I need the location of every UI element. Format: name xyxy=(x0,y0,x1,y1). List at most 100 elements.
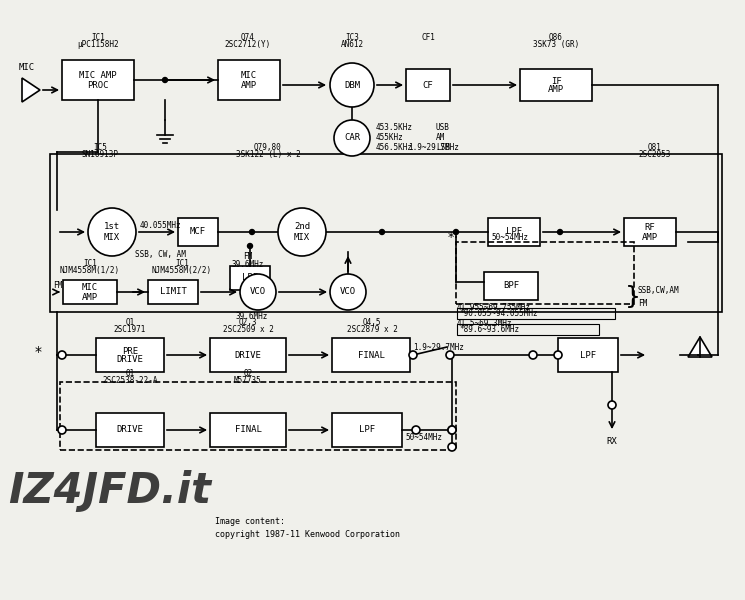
Text: 50~54MHz: 50~54MHz xyxy=(492,233,528,242)
Text: LPF: LPF xyxy=(506,227,522,236)
Text: LSB: LSB xyxy=(436,143,450,152)
Text: LIMIT: LIMIT xyxy=(159,287,186,296)
Text: 3SK73 (GR): 3SK73 (GR) xyxy=(533,40,579,49)
Text: μPC1158H2: μPC1158H2 xyxy=(77,40,118,49)
Bar xyxy=(332,338,410,372)
Bar xyxy=(230,266,270,290)
Bar xyxy=(488,218,540,246)
Text: Q1: Q1 xyxy=(125,369,135,378)
Bar xyxy=(60,382,456,450)
Text: Q4,5: Q4,5 xyxy=(363,318,381,327)
Circle shape xyxy=(446,351,454,359)
Text: MIC: MIC xyxy=(19,63,35,72)
Text: Q81: Q81 xyxy=(648,143,662,152)
Text: }: } xyxy=(625,285,641,309)
Text: LPF: LPF xyxy=(580,350,596,359)
Text: PRE: PRE xyxy=(122,346,138,355)
Circle shape xyxy=(379,229,384,235)
Circle shape xyxy=(247,244,253,248)
Bar xyxy=(520,69,592,101)
Text: Q2,3: Q2,3 xyxy=(238,318,257,327)
Circle shape xyxy=(554,351,562,359)
Bar xyxy=(210,413,286,447)
Text: 3SK122 (L) x 2: 3SK122 (L) x 2 xyxy=(235,150,300,159)
Circle shape xyxy=(557,229,562,235)
Text: DBM: DBM xyxy=(344,80,360,89)
Circle shape xyxy=(454,229,458,235)
Circle shape xyxy=(334,120,370,156)
Circle shape xyxy=(250,229,255,235)
Bar xyxy=(457,324,599,335)
Text: 2SC2053: 2SC2053 xyxy=(638,150,671,159)
Text: RX: RX xyxy=(606,437,618,446)
Bar xyxy=(457,308,615,319)
Text: FM: FM xyxy=(638,299,647,308)
Text: 39.6MHz: 39.6MHz xyxy=(236,312,268,321)
Text: FINAL: FINAL xyxy=(235,425,261,434)
Text: 40.055MHz: 40.055MHz xyxy=(140,220,182,229)
Text: DRIVE: DRIVE xyxy=(116,425,144,434)
Text: 41.5~69.3MHz: 41.5~69.3MHz xyxy=(457,319,513,329)
Text: MIC AMP: MIC AMP xyxy=(79,71,117,80)
Text: RF: RF xyxy=(644,223,656,232)
Text: *: * xyxy=(34,345,42,359)
Text: PROC: PROC xyxy=(87,80,109,89)
Text: CF1: CF1 xyxy=(421,33,435,42)
Text: FM: FM xyxy=(53,280,63,289)
Circle shape xyxy=(58,426,66,434)
Text: *: * xyxy=(448,230,454,244)
Text: Q74: Q74 xyxy=(241,33,255,42)
Text: M57735: M57735 xyxy=(234,376,262,385)
Text: AM: AM xyxy=(436,133,446,142)
Text: AMP: AMP xyxy=(241,80,257,89)
Text: AMP: AMP xyxy=(548,85,564,94)
Text: SN16913P: SN16913P xyxy=(81,150,118,159)
Text: AN612: AN612 xyxy=(340,40,364,49)
Circle shape xyxy=(330,274,366,310)
Text: 2SC2538-22-A: 2SC2538-22-A xyxy=(102,376,158,385)
Text: SSB, CW, AM: SSB, CW, AM xyxy=(135,251,186,259)
Circle shape xyxy=(162,77,168,82)
Bar xyxy=(484,272,538,300)
Circle shape xyxy=(58,351,66,359)
Circle shape xyxy=(448,426,456,434)
Bar xyxy=(178,218,218,246)
Text: Q2: Q2 xyxy=(244,369,253,378)
Text: CAR: CAR xyxy=(344,133,360,142)
Bar xyxy=(62,60,134,100)
Text: AMP: AMP xyxy=(82,292,98,301)
Text: 1st
MIX: 1st MIX xyxy=(104,222,120,242)
Bar xyxy=(210,338,286,372)
Text: NJM4558M(2/2): NJM4558M(2/2) xyxy=(152,266,212,275)
Text: Q79,80: Q79,80 xyxy=(254,143,282,152)
Bar xyxy=(558,338,618,372)
Circle shape xyxy=(409,351,417,359)
Text: 1.9~29.7MHz: 1.9~29.7MHz xyxy=(408,143,459,152)
Bar xyxy=(624,218,676,246)
Text: SSB,CW,AM: SSB,CW,AM xyxy=(638,286,679,295)
Text: USB: USB xyxy=(436,124,450,133)
Text: VCO: VCO xyxy=(340,287,356,296)
Text: IZ4JFD.it: IZ4JFD.it xyxy=(8,470,211,512)
Text: 2SC1971: 2SC1971 xyxy=(114,325,146,334)
Text: copyright 1987-11 Kenwood Corporation: copyright 1987-11 Kenwood Corporation xyxy=(215,530,400,539)
Text: MIC: MIC xyxy=(82,283,98,292)
Circle shape xyxy=(330,63,374,107)
Text: DRIVE: DRIVE xyxy=(116,355,144,364)
Polygon shape xyxy=(688,337,712,357)
Text: Image content:: Image content: xyxy=(215,517,285,526)
Text: MCF: MCF xyxy=(190,227,206,236)
Bar xyxy=(96,338,164,372)
Text: 453.5KHz: 453.5KHz xyxy=(376,124,413,133)
Text: NJM4558M(1/2): NJM4558M(1/2) xyxy=(60,266,120,275)
Circle shape xyxy=(608,401,616,409)
Text: 2SC2879 x 2: 2SC2879 x 2 xyxy=(346,325,397,334)
Text: AMP: AMP xyxy=(642,232,658,241)
Text: FM: FM xyxy=(244,252,253,261)
Text: Q1: Q1 xyxy=(125,318,135,327)
Text: LPF: LPF xyxy=(242,274,258,283)
Circle shape xyxy=(529,351,537,359)
Bar xyxy=(148,280,198,304)
Bar xyxy=(332,413,402,447)
Text: 2nd
MIX: 2nd MIX xyxy=(294,222,310,242)
